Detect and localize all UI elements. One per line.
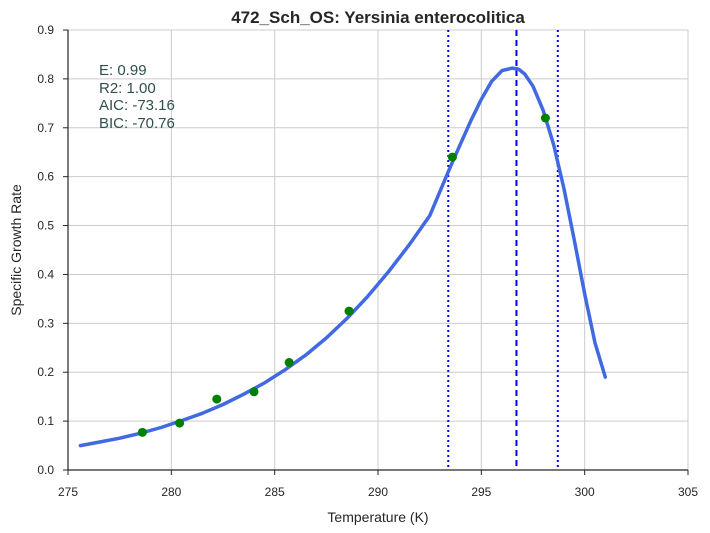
stat-e: E: 0.99 — [99, 62, 147, 79]
y-axis-label: Specific Growth Rate — [8, 184, 24, 316]
y-tick-label: 0.7 — [37, 121, 54, 135]
y-tick-label: 0.6 — [37, 170, 54, 184]
y-tick-label: 0.3 — [37, 316, 54, 330]
data-point — [284, 357, 294, 367]
grid-lines — [67, 29, 689, 471]
data-point — [137, 427, 147, 437]
stat-aic: AIC: -73.16 — [99, 97, 175, 114]
stat-r2: R2: 1.00 — [99, 80, 156, 97]
y-tick-label: 0.1 — [37, 414, 54, 428]
x-tick-label: 290 — [368, 485, 388, 499]
x-tick-label: 285 — [265, 485, 285, 499]
axes — [63, 29, 689, 475]
stat-bic: BIC: -70.76 — [99, 115, 175, 132]
data-point — [447, 152, 457, 162]
reference-lines — [447, 30, 559, 470]
y-tick-label: 0.8 — [37, 72, 54, 86]
x-axis-label: Temperature (K) — [327, 509, 428, 525]
data-point — [344, 306, 354, 316]
x-tick-label: 300 — [575, 485, 595, 499]
fit-statistics: E: 0.99 R2: 1.00 AIC: -73.16 BIC: -70.76 — [99, 62, 175, 132]
chart-title: 472_Sch_OS: Yersinia enterocolitica — [231, 8, 525, 27]
tick-labels: 275 280 285 290 295 300 305 0.0 0.1 0.2 0.3 0.4 0.5 0… — [37, 23, 698, 499]
data-point — [249, 387, 259, 397]
data-point — [212, 394, 222, 404]
y-tick-label: 0.9 — [37, 23, 54, 37]
observed-points-layer — [137, 113, 550, 437]
y-tick-label: 0.4 — [37, 267, 54, 281]
x-tick-label: 305 — [678, 485, 698, 499]
y-tick-label: 0.0 — [37, 463, 54, 477]
x-tick-label: 280 — [161, 485, 181, 499]
x-tick-label: 295 — [471, 485, 491, 499]
data-point — [175, 418, 185, 428]
x-tick-label: 275 — [58, 485, 78, 499]
data-point — [540, 113, 550, 123]
y-tick-label: 0.2 — [37, 365, 54, 379]
y-tick-label: 0.5 — [37, 219, 54, 233]
